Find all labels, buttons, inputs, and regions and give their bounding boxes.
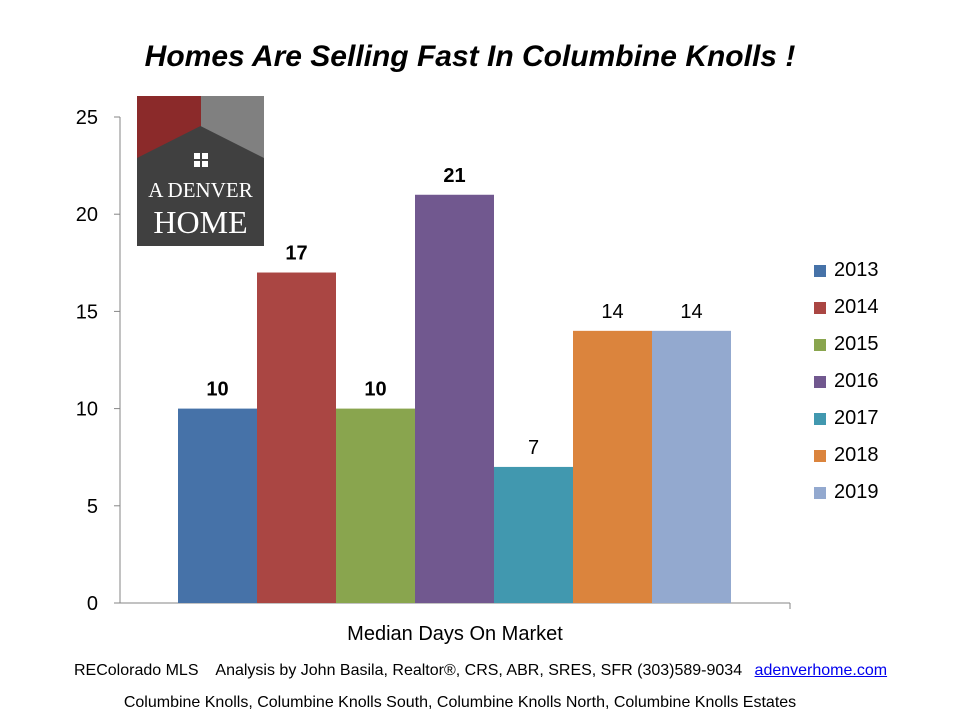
legend-label: 2018 <box>834 444 879 466</box>
legend-item-2019: 2019 <box>814 474 879 511</box>
legend-swatch <box>814 412 826 425</box>
footer-areas: Columbine Knolls, Columbine Knolls South… <box>123 694 797 711</box>
logo-line-1: A DENVER <box>148 178 253 202</box>
legend-swatch <box>814 301 826 314</box>
y-tick-label: 20 <box>76 204 98 226</box>
bar-2017 <box>494 466 573 603</box>
legend-swatch <box>814 264 826 277</box>
data-label-2019: 14 <box>680 301 702 323</box>
data-label-2015: 10 <box>364 379 386 401</box>
legend-swatch <box>814 449 826 462</box>
footer-credit: REColorado MLS Analysis by John Basila, … <box>74 662 887 680</box>
legend-swatch <box>814 375 826 388</box>
legend: 2013 2014 2015 2016 2017 2018 2019 <box>814 252 879 511</box>
legend-label: 2015 <box>834 333 879 355</box>
bar-2013 <box>178 408 257 603</box>
legend-swatch <box>814 486 826 499</box>
house-window-icon <box>194 153 208 167</box>
data-label-2017: 7 <box>528 437 539 459</box>
legend-item-2017: 2017 <box>814 400 879 437</box>
y-tick-label: 15 <box>76 301 98 323</box>
y-tick-label: 5 <box>87 496 98 518</box>
data-label-2013: 10 <box>206 379 228 401</box>
legend-swatch <box>814 338 826 351</box>
bar-2018 <box>573 330 652 603</box>
legend-item-2016: 2016 <box>814 363 879 400</box>
legend-label: 2017 <box>834 407 879 429</box>
y-tick-label: 10 <box>76 399 98 421</box>
bar-2015 <box>336 408 415 603</box>
logo-line-2: HOME <box>153 204 248 240</box>
logo: A DENVER HOME <box>137 96 264 246</box>
data-label-2014: 17 <box>285 243 307 265</box>
website-link[interactable]: adenverhome.com <box>754 662 888 679</box>
legend-label: 2013 <box>834 259 879 281</box>
x-axis-label: Median Days On Market <box>347 623 563 645</box>
bar-2014 <box>257 272 336 603</box>
bar-2016 <box>415 194 494 603</box>
chart-bars <box>178 194 731 603</box>
legend-item-2014: 2014 <box>814 289 879 326</box>
bar-2019 <box>652 330 731 603</box>
legend-item-2015: 2015 <box>814 326 879 363</box>
legend-label: 2016 <box>834 370 879 392</box>
legend-item-2018: 2018 <box>814 437 879 474</box>
legend-label: 2019 <box>834 481 879 503</box>
footer-analysis: Analysis by John Basila, Realtor®, CRS, … <box>215 662 743 679</box>
data-label-2016: 21 <box>443 165 465 187</box>
y-tick-label: 25 <box>76 107 98 129</box>
chart-title: Homes Are Selling Fast In Columbine Knol… <box>144 40 796 73</box>
legend-label: 2014 <box>834 296 879 318</box>
data-label-2018: 14 <box>601 301 623 323</box>
y-tick-label: 0 <box>87 593 98 615</box>
chart-data-labels: 10 17 10 21 7 14 14 <box>206 165 702 459</box>
legend-item-2013: 2013 <box>814 252 879 289</box>
footer-source: REColorado MLS <box>74 662 199 679</box>
